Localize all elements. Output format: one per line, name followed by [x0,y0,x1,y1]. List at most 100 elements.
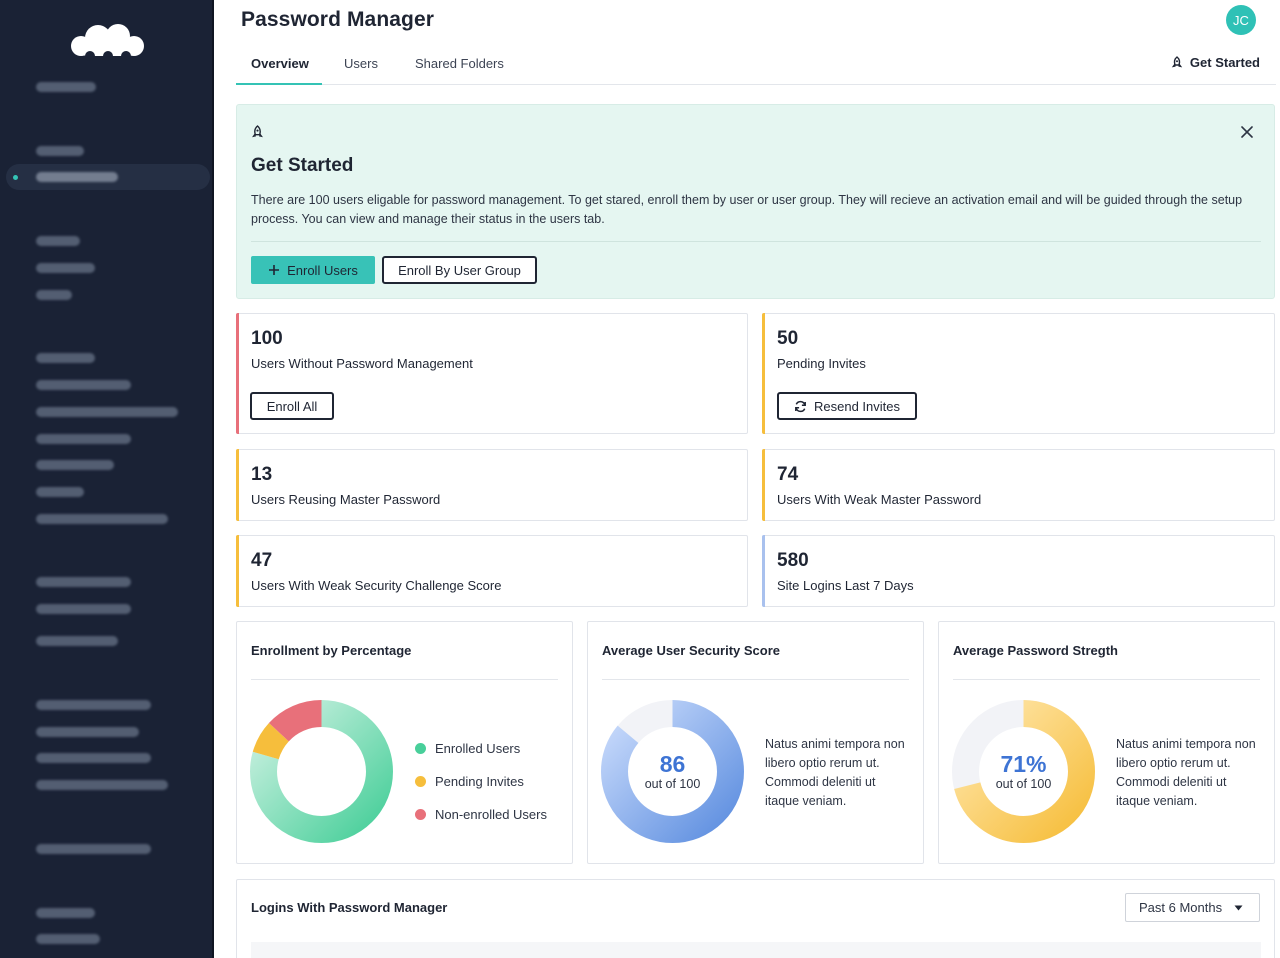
legend-label: Pending Invites [435,774,524,789]
sidebar-item[interactable] [36,753,151,763]
card-accent [762,535,765,607]
rocket-icon [1171,56,1183,68]
legend-item-enrolled: Enrolled Users [415,732,547,765]
sidebar-item[interactable] [36,172,118,182]
enroll-all-button[interactable]: Enroll All [250,392,334,420]
close-icon[interactable] [1240,125,1254,139]
panel-title: Enrollment by Percentage [251,643,412,658]
stat-label: Users With Weak Master Password [777,492,982,507]
legend-dot [415,776,426,787]
legend-dot [415,743,426,754]
card-accent [236,449,239,521]
get-started-banner: Get Started There are 100 users eligable… [236,104,1275,299]
sidebar-item[interactable] [36,236,80,246]
refresh-icon [795,400,806,412]
sidebar-item[interactable] [36,487,84,497]
logins-panel: Logins With Password Manager Past 6 Mont… [236,879,1275,958]
security-score-panel: Average User Security Score 86 out of 10… [587,621,924,864]
stat-value: 74 [777,464,799,485]
banner-description: There are 100 users eligable for passwor… [251,193,1243,226]
sidebar-item[interactable] [36,290,72,300]
divider [953,679,1260,680]
password-strength-gauge [952,700,1095,843]
gauge-center: 86 out of 100 [601,700,744,843]
card-accent [236,313,239,434]
card-accent [762,313,765,434]
rocket-icon [252,125,263,138]
sidebar-item[interactable] [36,82,96,92]
tab-shared-folders[interactable]: Shared Folders [415,56,504,71]
sidebar-item[interactable] [36,353,95,363]
get-started-label: Get Started [1189,55,1260,70]
sidebar-item[interactable] [36,780,168,790]
sidebar-item[interactable] [36,263,95,273]
sidebar-item[interactable] [36,700,151,710]
enroll-by-user-group-button[interactable]: Enroll By User Group [382,256,537,284]
gauge-subtitle: out of 100 [995,777,1052,791]
avatar[interactable]: JC [1226,5,1256,35]
security-score-gauge [601,700,744,843]
resend-invites-label: Resend Invites [814,398,900,414]
tab-bar: Overview Users Shared Folders Get Starte… [236,44,1276,85]
divider [251,241,1261,242]
legend-label: Non-enrolled Users [435,807,547,822]
active-tab-indicator [236,83,322,85]
sidebar-item[interactable] [36,577,131,587]
cloud-logo-icon[interactable] [68,22,148,66]
enroll-by-user-group-label: Enroll By User Group [398,262,521,278]
sidebar-item[interactable] [36,727,139,737]
stat-label: Users With Weak Security Challenge Score [251,578,502,593]
sidebar-item[interactable] [36,908,95,918]
donut-slice-non-enrolled-users [250,700,393,843]
enroll-users-label: Enroll Users [287,262,358,278]
sidebar [0,0,214,958]
resend-invites-button[interactable]: Resend Invites [777,392,917,420]
enroll-all-label: Enroll All [266,398,318,414]
logins-chart-area [251,942,1261,958]
legend-dot [415,809,426,820]
tab-users[interactable]: Users [344,56,378,71]
sidebar-item[interactable] [36,934,100,944]
stat-card-users-without-pm: 100 Users Without Password Management En… [236,313,748,434]
stat-card-weak-security-challenge: 47 Users With Weak Security Challenge Sc… [236,535,748,607]
gauge-description: Natus animi tempora non libero optio rer… [1116,737,1256,808]
panel-title: Average Password Stregth [953,643,1118,658]
stat-value: 100 [251,328,283,349]
caret-down-icon [1234,905,1243,911]
enroll-users-button[interactable]: Enroll Users [251,256,375,284]
stat-value: 13 [251,464,273,485]
time-range-select[interactable]: Past 6 Months [1125,893,1260,922]
sidebar-item[interactable] [36,636,118,646]
sidebar-item[interactable] [36,514,168,524]
sidebar-item[interactable] [36,407,178,417]
stat-label: Users Reusing Master Password [251,492,441,507]
sidebar-item[interactable] [36,844,151,854]
sidebar-item[interactable] [36,146,84,156]
card-accent [762,449,765,521]
gauge-description: Natus animi tempora non libero optio rer… [765,737,905,808]
plus-icon [269,265,280,275]
stat-card-reusing-master-password: 13 Users Reusing Master Password [236,449,748,521]
gauge-subtitle: out of 100 [644,777,701,791]
legend-item-non-enrolled: Non-enrolled Users [415,798,547,831]
enrollment-panel: Enrollment by Percentage Enrolled Users … [236,621,573,864]
tab-overview[interactable]: Overview [251,56,309,71]
stat-value: 580 [777,550,809,571]
get-started-link[interactable]: Get Started [1171,55,1260,70]
gauge-arc [601,700,744,843]
sidebar-item[interactable] [36,380,131,390]
stat-label: Site Logins Last 7 Days [777,578,914,593]
sidebar-item[interactable] [36,604,131,614]
sidebar-active-indicator [13,175,18,180]
time-range-value: Past 6 Months [1139,900,1223,915]
stat-card-weak-master-password: 74 Users With Weak Master Password [762,449,1275,521]
gauge-center: 71% out of 100 [952,700,1095,843]
legend-label: Enrolled Users [435,741,521,756]
sidebar-item[interactable] [36,434,131,444]
panel-title: Average User Security Score [602,643,781,658]
stat-card-site-logins: 580 Site Logins Last 7 Days [762,535,1275,607]
sidebar-item[interactable] [36,460,114,470]
page-title: Password Manager [241,8,434,31]
gauge-value: 86 [659,751,686,777]
gauge-value: 71% [1000,751,1047,777]
